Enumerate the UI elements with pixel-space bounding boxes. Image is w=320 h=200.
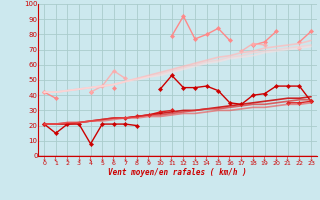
- X-axis label: Vent moyen/en rafales ( km/h ): Vent moyen/en rafales ( km/h ): [108, 168, 247, 177]
